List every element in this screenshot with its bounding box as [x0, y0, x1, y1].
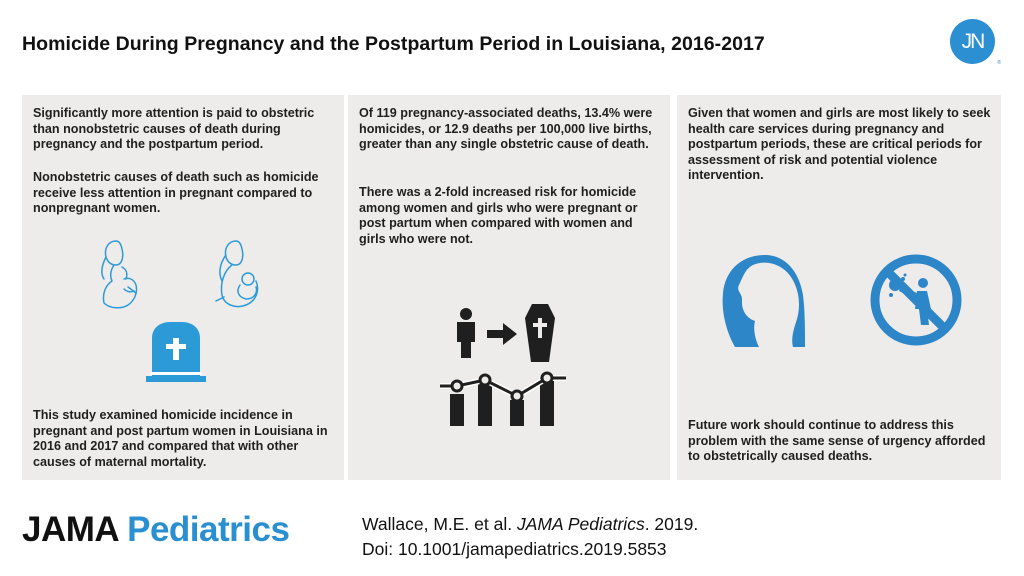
citation-doi: Doi: 10.1001/jamapediatrics.2019.5853	[362, 539, 667, 559]
page-title: Homicide During Pregnancy and the Postpa…	[22, 33, 765, 55]
panel-background: Of 119 pregnancy-associated deaths, 13.4…	[348, 95, 670, 480]
panel-background: Given that women and girls are most like…	[677, 95, 1001, 480]
woman-head-profile-icon	[722, 255, 805, 347]
citation-year: . 2019.	[644, 514, 699, 534]
jn-logo: JN ®	[950, 19, 1001, 66]
journal-name-part1: JAMA	[22, 510, 118, 549]
journal-logo: JAMA Pediatrics	[22, 510, 290, 550]
panel1-paragraph-1: Significantly more attention is paid to …	[33, 106, 315, 152]
citation: Wallace, M.E. et al. JAMA Pediatrics. 20…	[362, 512, 698, 562]
panel3-paragraph-1: Given that women and girls are most like…	[688, 106, 991, 183]
trend-chart-icon	[440, 371, 566, 426]
journal-name-part2: Pediatrics	[127, 510, 290, 549]
person-icon	[457, 308, 475, 358]
mother-holding-baby-icon	[215, 240, 259, 308]
coffin-icon	[525, 304, 555, 362]
panel2-paragraph-2: There was a 2-fold increased risk for ho…	[359, 185, 638, 246]
no-violence-icon	[870, 254, 962, 346]
arrow-right-icon	[487, 323, 517, 345]
citation-authors: Wallace, M.E. et al.	[362, 514, 513, 534]
logo-text: JN	[961, 29, 986, 53]
citation-journal: JAMA Pediatrics	[516, 514, 645, 534]
panel3-paragraph-2: Future work should continue to address t…	[688, 418, 986, 464]
panel2-paragraph-1: Of 119 pregnancy-associated deaths, 13.4…	[359, 106, 653, 152]
citation-line: Wallace, M.E. et al. JAMA Pediatrics. 20…	[362, 512, 698, 537]
panel1-paragraph-3: This study examined homicide incidence i…	[33, 408, 328, 469]
gravestone-icon	[146, 322, 206, 382]
pregnant-woman-icon	[101, 240, 138, 309]
panel-background: Significantly more attention is paid to …	[22, 95, 344, 480]
panel1-paragraph-2: Nonobstetric causes of death such as hom…	[33, 170, 319, 216]
logo-trademark: ®	[997, 60, 1001, 66]
